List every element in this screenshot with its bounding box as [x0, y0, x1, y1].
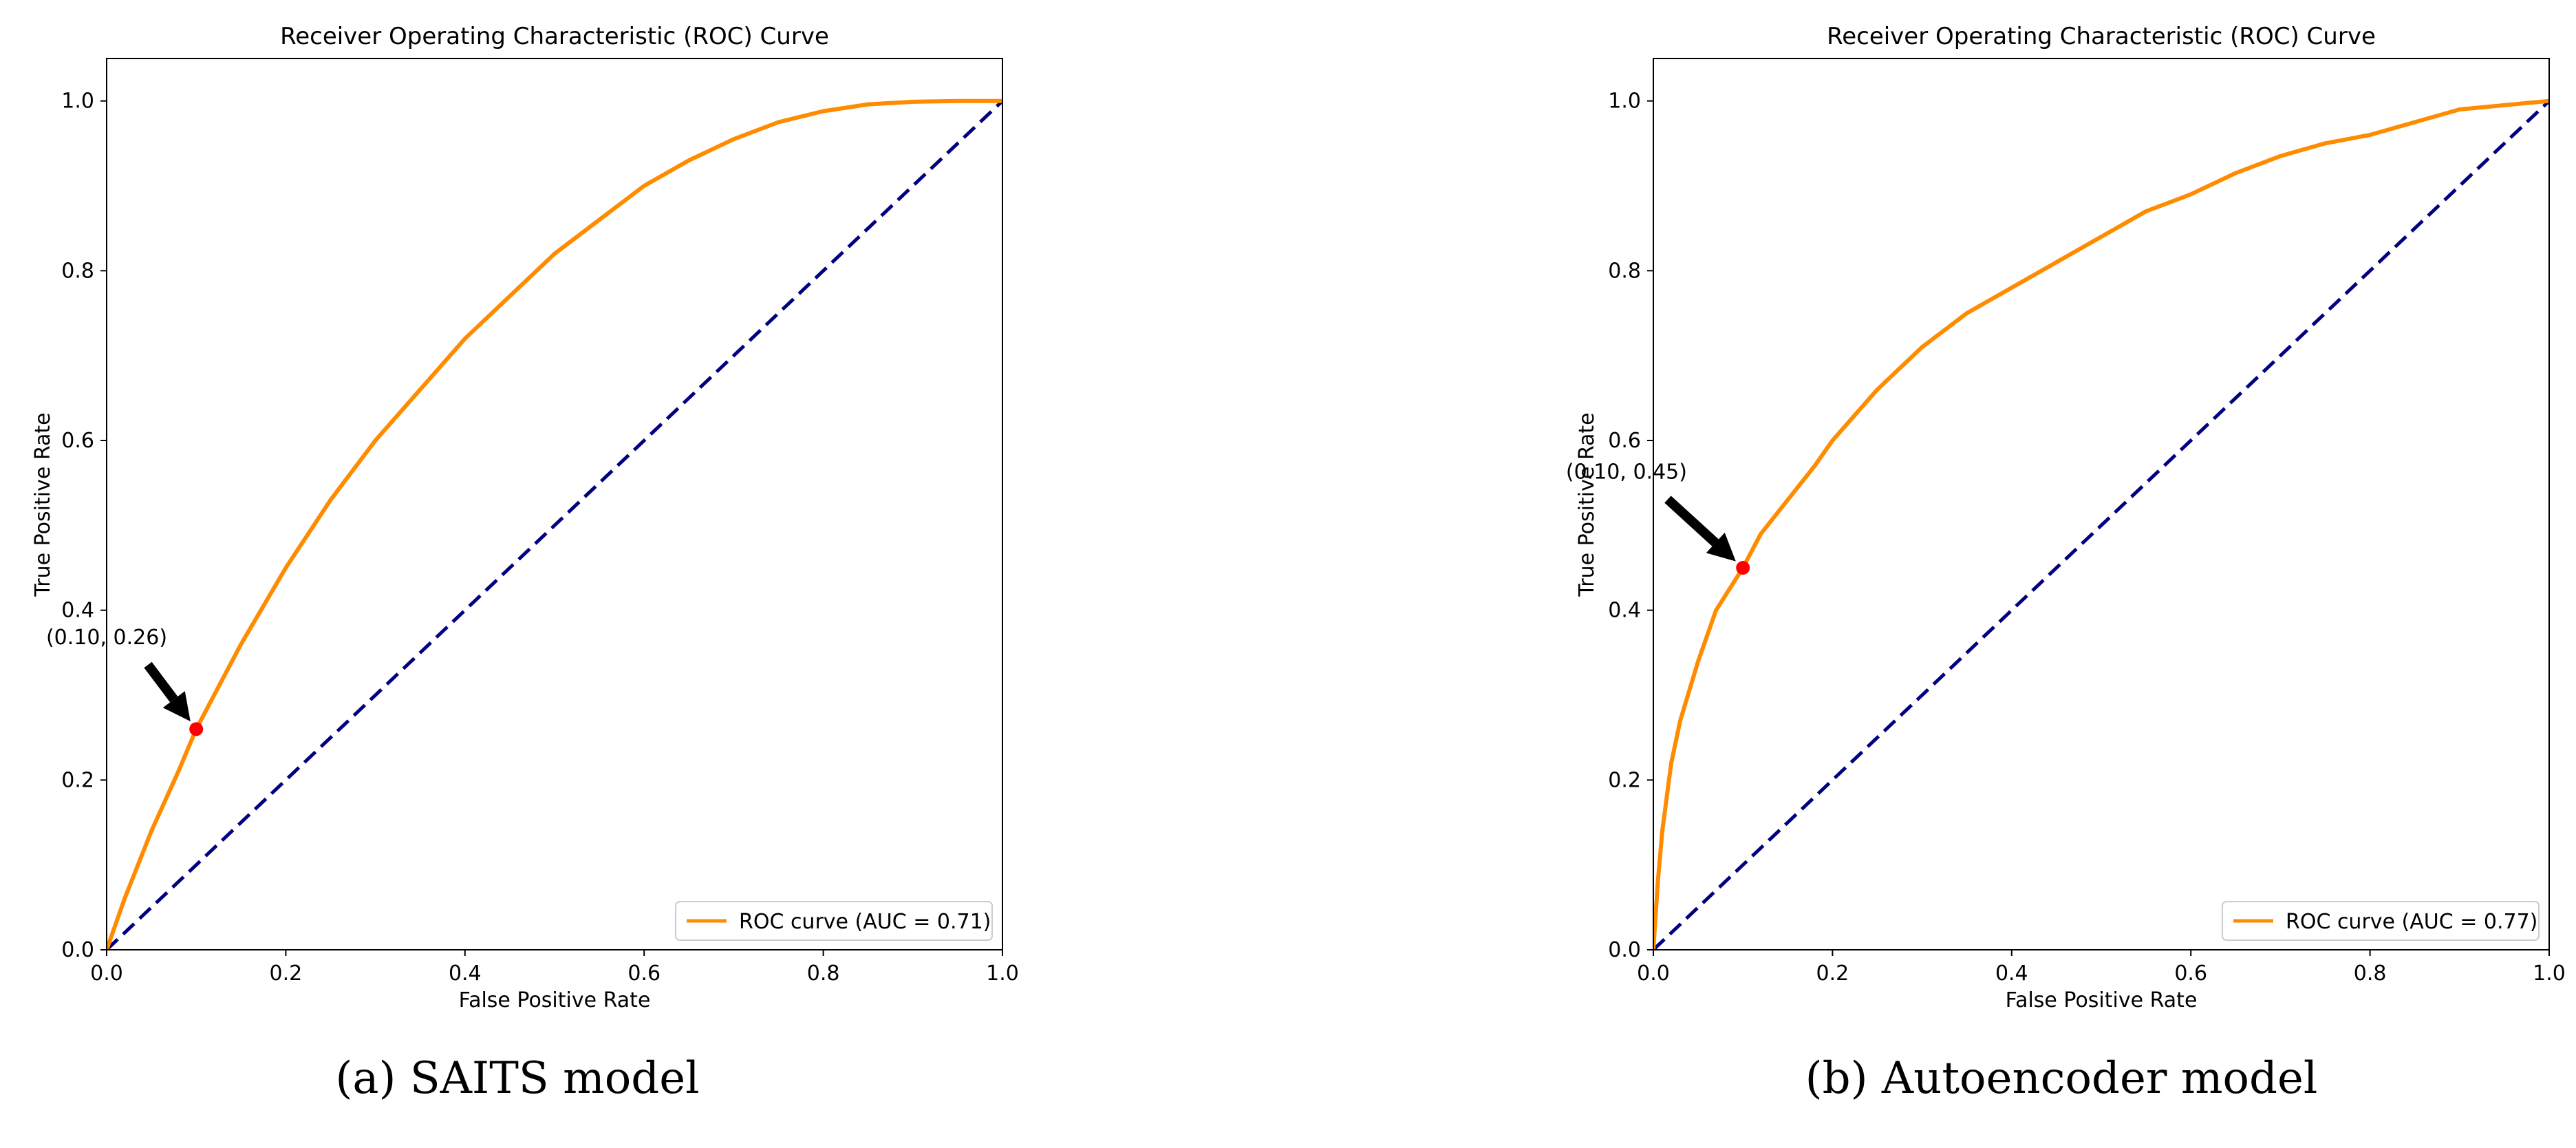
- operating-point-marker: [189, 722, 204, 736]
- x-tick-label: 0.6: [2174, 961, 2207, 986]
- legend-b: ROC curve (AUC = 0.77): [2222, 901, 2540, 941]
- y-axis-label-b: True Positive Rate: [1575, 412, 1599, 597]
- operating-point-marker: [1736, 561, 1750, 575]
- y-tick-label: 0.0: [1608, 938, 1641, 962]
- series-layer-a: [107, 98, 1002, 950]
- chart-panel-a: Receiver Operating Characteristic (ROC) …: [31, 23, 1019, 1104]
- y-tick-label: 0.6: [1608, 429, 1641, 453]
- chart-panel-b: Receiver Operating Characteristic (ROC) …: [1566, 23, 2566, 1104]
- chance-line: [107, 99, 1002, 950]
- y-tick-label: 1.0: [61, 89, 94, 114]
- legend-entry-a: ROC curve (AUC = 0.71): [739, 910, 991, 934]
- y-tick-label: 0.6: [61, 429, 94, 453]
- x-tick-label: 0.6: [627, 961, 661, 986]
- legend-a: ROC curve (AUC = 0.71): [675, 901, 993, 941]
- annotation-layer-a: (0.10, 0.26): [46, 626, 204, 736]
- series-layer-b: [1653, 98, 2549, 950]
- x-tick-label: 1.0: [986, 961, 1019, 986]
- chance-line: [1653, 99, 2549, 950]
- y-axis-label-a: True Positive Rate: [31, 412, 55, 597]
- x-tick-label: 0.4: [449, 961, 482, 986]
- y-tick-label: 0.2: [1608, 768, 1641, 792]
- annotation-label: (0.10, 0.45): [1566, 460, 1687, 485]
- x-tick-label: 0.2: [1816, 961, 1849, 986]
- y-tick-label: 0.2: [61, 768, 94, 792]
- annotation-arrow-head: [162, 691, 191, 722]
- plot-frame-b: [1653, 58, 2550, 950]
- y-tick-label: 0.4: [61, 599, 94, 623]
- y-tick-label: 1.0: [1608, 89, 1641, 114]
- y-tick-label: 0.8: [1608, 259, 1641, 283]
- annotation-arrow-head: [1706, 532, 1736, 562]
- ticks-layer-b: 0.0 0.2 0.4 0.6 0.8 1.0 0.0 0.2 0.4 0.6 0.8 1.0: [1608, 89, 2566, 986]
- x-tick-label: 0.0: [90, 961, 123, 986]
- caption-a: (a) SAITS model: [335, 1053, 699, 1104]
- chart-title-b: Receiver Operating Characteristic (ROC) …: [1827, 23, 2376, 50]
- legend-box-a: [675, 901, 993, 941]
- x-tick-label: 0.8: [807, 961, 840, 986]
- x-axis-label-b: False Positive Rate: [2006, 988, 2198, 1012]
- ticks-layer-a: 0.0 0.2 0.4 0.6 0.8 1.0 0.0 0.2 0.4 0.6 0.8 1.0: [61, 89, 1019, 986]
- x-tick-label: 0.4: [1995, 961, 2028, 986]
- y-tick-label: 0.0: [61, 938, 94, 962]
- annotation-arrow-shaft: [1664, 496, 1719, 546]
- x-axis-label-a: False Positive Rate: [459, 988, 651, 1012]
- y-tick-label: 0.4: [1608, 599, 1641, 623]
- caption-b: (b) Autoencoder model: [1805, 1053, 2318, 1104]
- annotation-arrow-shaft: [144, 661, 178, 703]
- roc-curve-line: [1653, 98, 2549, 950]
- annotation-layer-b: (0.10, 0.45): [1566, 460, 1750, 575]
- roc-curve-line: [107, 98, 1002, 950]
- chart-title-a: Receiver Operating Characteristic (ROC) …: [280, 23, 829, 50]
- x-tick-label: 0.0: [1637, 961, 1670, 986]
- x-tick-label: 0.2: [270, 961, 303, 986]
- plot-frame-a: [106, 58, 1003, 950]
- y-tick-label: 0.8: [61, 259, 94, 283]
- x-tick-label: 1.0: [2533, 961, 2566, 986]
- legend-entry-b: ROC curve (AUC = 0.77): [2286, 910, 2537, 934]
- legend-box-b: [2222, 901, 2540, 941]
- x-tick-label: 0.8: [2354, 961, 2387, 986]
